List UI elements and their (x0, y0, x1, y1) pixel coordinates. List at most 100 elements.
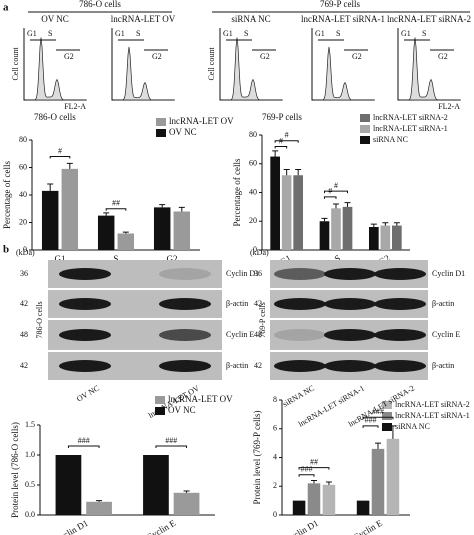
x-tick-label: Cyclin D1 (53, 518, 90, 535)
gate-label: G2 (438, 52, 448, 61)
kda-unit: (kDa) (16, 248, 35, 257)
y-axis-label: Percentage of cells (2, 161, 12, 229)
bar (371, 448, 385, 515)
lane-label: OV NC (75, 384, 101, 404)
kda-label: 42 (254, 299, 262, 308)
bar (386, 438, 400, 515)
significance-label: ### (78, 436, 90, 445)
y-tick-label: 0.0 (25, 510, 35, 519)
histogram (401, 37, 461, 101)
legend-label: lncRNA-LET siRNA-1 (373, 124, 448, 133)
y-tick-label: 20 (19, 217, 27, 226)
protein-label: β-actin (432, 299, 454, 308)
significance-bracket (362, 416, 394, 420)
significance-bracket (298, 474, 315, 477)
bar (319, 221, 330, 250)
blot-band (59, 268, 111, 280)
significance-bracket (323, 196, 337, 199)
kda-label: 48 (254, 330, 262, 339)
histogram (223, 37, 283, 101)
bar (392, 225, 402, 250)
legend-swatch (156, 129, 166, 137)
legend-label: lncRNA-LET OV (168, 394, 233, 404)
protein-label: β-actin (432, 361, 454, 370)
legend-swatch (156, 118, 166, 126)
blot-band (274, 360, 326, 372)
significance-label: ### (301, 465, 313, 474)
blot-band (324, 298, 376, 310)
legend-label: lncRNA-LET siRNA-2 (395, 400, 470, 409)
error-bar (370, 223, 377, 227)
blot-band (374, 329, 426, 341)
protein-label: Cyclin E (432, 330, 460, 339)
kda-label: 42 (20, 361, 28, 370)
significance-bracket (105, 208, 127, 211)
flow-panel-title: lncRNA-LET OV (111, 14, 176, 24)
significance-bracket (274, 146, 288, 149)
gate-label: G2 (152, 52, 162, 61)
blot-band (324, 268, 376, 280)
blot-band (374, 268, 426, 280)
y-tick-label: 60 (249, 159, 257, 168)
legend-swatch (382, 401, 392, 409)
error-bar (103, 212, 110, 216)
legend-swatch (360, 125, 370, 133)
legend-label: siRNA NC (395, 422, 430, 431)
y-tick-label: 20 (249, 216, 257, 225)
y-tick-label: 40 (249, 187, 257, 196)
bar (307, 483, 321, 515)
flow-panel-title: siRNA NC (231, 14, 270, 24)
flow-panel-title: lncRNA-LET siRNA-1 (301, 14, 385, 24)
flow-y-label: Cell count (207, 47, 216, 81)
flow-x-label: FL2-A (64, 102, 86, 111)
bar (55, 455, 82, 515)
blot-band (159, 268, 211, 280)
significance-bracket (298, 467, 330, 470)
gate-label: G1 (401, 29, 411, 38)
bar (293, 175, 304, 250)
error-bar (321, 217, 328, 222)
gate-label: G1 (315, 29, 325, 38)
error-bar (375, 442, 381, 449)
x-tick-label: Cyclin E (145, 518, 178, 535)
significance-label: ### (372, 407, 384, 416)
blot-band (159, 360, 211, 372)
legend-label: OV NC (169, 127, 197, 137)
protein-label: β-actin (226, 361, 248, 370)
error-bar (178, 206, 185, 212)
panel-label: b (3, 244, 9, 256)
significance-bracket (323, 190, 349, 194)
bar (143, 455, 169, 515)
significance-label: ## (112, 199, 120, 208)
y-tick-label: 0.5 (25, 480, 35, 489)
gate-label: S (422, 29, 426, 38)
y-tick-label: 80 (19, 135, 27, 144)
y-tick-label: 1.5 (25, 420, 35, 429)
protein-label: Cyclin E (226, 330, 254, 339)
error-bar (295, 169, 302, 176)
kda-label: 48 (20, 330, 28, 339)
gate-label: G2 (260, 52, 270, 61)
significance-bracket (362, 425, 379, 428)
bar (173, 492, 200, 515)
y-tick-label: 6 (273, 424, 277, 433)
x-tick-label: Cyclin D1 (283, 518, 320, 535)
bar (173, 211, 191, 250)
gate-label: G1 (115, 29, 125, 38)
lane-label: siRNA NC (281, 384, 316, 409)
chart-title: 786-O cells (34, 112, 76, 122)
kda-label: 36 (254, 269, 262, 278)
bar (117, 233, 135, 250)
significance-label: # (334, 181, 338, 190)
blot-band (374, 360, 426, 372)
y-axis-label: Percentage of cells (232, 158, 242, 226)
legend-label: siRNA NC (373, 135, 408, 144)
blot-band (59, 298, 111, 310)
x-tick-label: Cyclin E (352, 518, 385, 535)
error-bar (122, 231, 129, 234)
blot-band (159, 329, 211, 341)
flow-panel-title: lncRNA-LET siRNA-2 (387, 14, 471, 24)
bar (86, 501, 112, 515)
x-tick-label: G2 (167, 254, 178, 264)
